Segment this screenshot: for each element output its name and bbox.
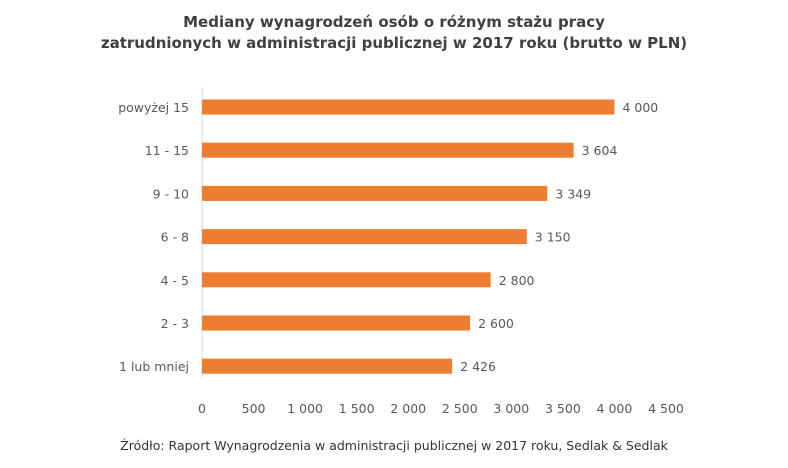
category-label: powyżej 15 bbox=[118, 100, 189, 115]
bar bbox=[202, 358, 453, 374]
bar bbox=[202, 272, 491, 288]
value-label: 4 000 bbox=[622, 100, 658, 115]
bar bbox=[202, 185, 548, 201]
x-tick-label: 500 bbox=[242, 401, 266, 416]
value-label: 3 150 bbox=[535, 230, 571, 245]
category-label: 1 lub mniej bbox=[119, 359, 189, 374]
category-label: 2 - 3 bbox=[161, 316, 189, 331]
x-tick-label: 3 000 bbox=[493, 401, 529, 416]
value-label: 2 600 bbox=[478, 316, 514, 331]
x-tick-label: 4 000 bbox=[597, 401, 633, 416]
category-label: 11 - 15 bbox=[145, 143, 189, 158]
value-label: 2 800 bbox=[499, 273, 535, 288]
category-label: 4 - 5 bbox=[161, 273, 189, 288]
x-tick-label: 1 500 bbox=[339, 401, 375, 416]
category-label: 6 - 8 bbox=[161, 230, 189, 245]
category-label: 9 - 10 bbox=[153, 186, 189, 201]
x-tick-label: 0 bbox=[198, 401, 206, 416]
x-tick-label: 2 500 bbox=[442, 401, 478, 416]
bar bbox=[202, 99, 615, 115]
x-tick-label: 3 500 bbox=[545, 401, 581, 416]
x-tick-label: 4 500 bbox=[648, 401, 684, 416]
chart-title-line-2: zatrudnionych w administracji publicznej… bbox=[100, 34, 688, 52]
value-label: 3 604 bbox=[582, 143, 618, 158]
bar bbox=[202, 315, 471, 331]
chart-title: Mediany wynagrodzeń osób o różnym stażu … bbox=[0, 12, 788, 54]
value-label: 3 349 bbox=[555, 186, 591, 201]
x-tick-label: 2 000 bbox=[390, 401, 426, 416]
value-label: 2 426 bbox=[460, 359, 496, 374]
chart-title-line-1: Mediany wynagrodzeń osób o różnym stażu … bbox=[183, 13, 605, 31]
x-tick-label: 1 000 bbox=[287, 401, 323, 416]
bar bbox=[202, 229, 527, 245]
source-note: Źródło: Raport Wynagrodzenia w administr… bbox=[120, 438, 668, 453]
bar bbox=[202, 142, 574, 158]
